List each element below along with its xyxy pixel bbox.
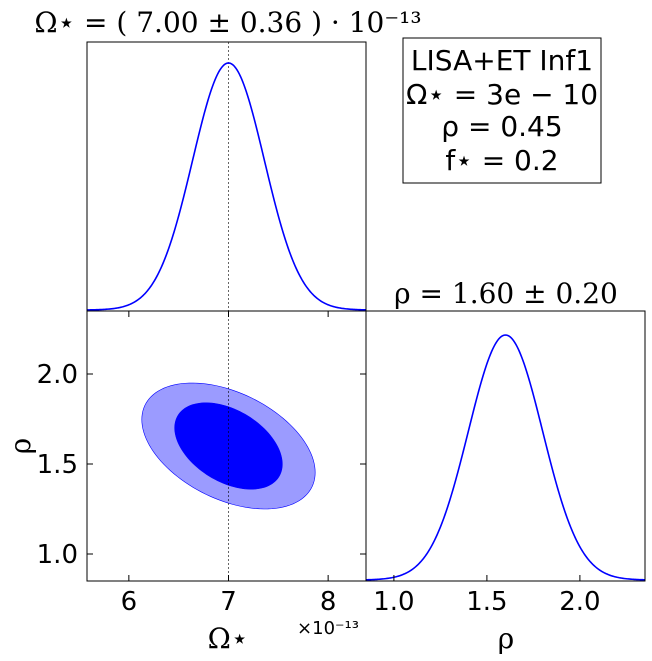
rho-x-tick-label: 1.5	[466, 587, 507, 617]
omega-posterior-curve	[86, 62, 367, 311]
joint-panel: 6 7 8 1.0 1.5 2.0 Ω⋆ ×10⁻¹³ ρ	[4, 310, 367, 655]
omega-marginal-title: Ω⋆ = ( 7.00 ± 0.36 ) · 10⁻¹³	[34, 6, 421, 39]
rho-tick-label: 2.0	[37, 360, 78, 390]
omega-tick-label: 8	[320, 587, 337, 617]
omega-tick-label: 7	[220, 587, 237, 617]
rho-xaxis-label: ρ	[498, 622, 514, 655]
rho-tick-label: 1.0	[37, 540, 78, 570]
omega-marginal-frame	[86, 41, 367, 312]
info-line-4: f⋆ = 0.2	[445, 144, 558, 177]
rho-marginal-title: ρ = 1.60 ± 0.20	[394, 277, 618, 310]
contour-68	[174, 402, 283, 490]
rho-marginal-panel: ρ = 1.60 ± 0.20 1.0 1.5 2.0 ρ	[365, 277, 646, 655]
rho-axis-label: ρ	[4, 438, 37, 454]
rho-marginal-frame	[365, 310, 646, 582]
omega-offset-label: ×10⁻¹³	[297, 618, 359, 639]
rho-x-tick-label: 1.0	[373, 587, 414, 617]
info-line-2: Ω⋆ = 3e − 10	[406, 78, 598, 111]
info-line-3: ρ = 0.45	[441, 110, 562, 143]
omega-marginal-panel: Ω⋆ = ( 7.00 ± 0.36 ) · 10⁻¹³	[34, 6, 422, 312]
omega-tick-label: 6	[121, 587, 138, 617]
info-box: LISA+ET Inf1 Ω⋆ = 3e − 10 ρ = 0.45 f⋆ = …	[402, 37, 602, 184]
info-line-1: LISA+ET Inf1	[411, 44, 593, 77]
rho-tick-label: 1.5	[37, 450, 78, 480]
omega-axis-label: Ω⋆	[208, 622, 249, 655]
rho-x-tick-label: 2.0	[559, 587, 600, 617]
rho-posterior-curve	[365, 334, 646, 581]
